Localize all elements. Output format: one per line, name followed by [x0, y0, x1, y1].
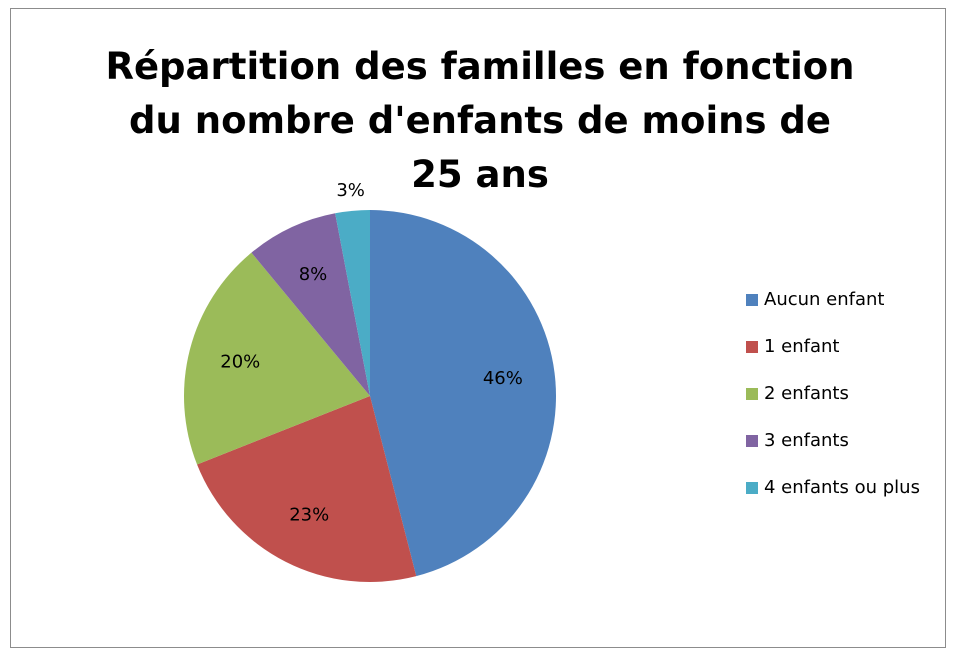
legend-label: 3 enfants	[764, 430, 849, 451]
chart: 46% 23% 20% 8% 3% Aucun enfant 1 enfant 2 enfan…	[183, 180, 920, 582]
legend-label: 2 enfants	[764, 383, 849, 404]
legend-label: 4 enfants ou plus	[764, 477, 920, 498]
pie-slice	[335, 210, 370, 396]
page: {"chart_data": {"type": "pie", "title": …	[10, 8, 946, 648]
data-label: 8%	[299, 264, 328, 285]
legend-label: 1 enfant	[764, 336, 840, 357]
legend-swatch	[746, 388, 758, 400]
data-label: 3%	[336, 180, 365, 201]
pie-slice	[197, 396, 417, 582]
data-label: 20%	[220, 352, 260, 373]
pie-slice	[251, 213, 370, 396]
chart-title: Répartition des familles en fonction du …	[105, 45, 855, 196]
legend-swatch	[746, 294, 758, 306]
data-label: 23%	[289, 504, 329, 525]
data-label: 46%	[483, 368, 523, 389]
legend-label: Aucun enfant	[764, 289, 884, 310]
legend-swatch	[746, 341, 758, 353]
legend-swatch	[746, 435, 758, 447]
pie-slice	[183, 252, 370, 465]
pie-slice	[370, 210, 557, 577]
legend-swatch	[746, 482, 758, 494]
